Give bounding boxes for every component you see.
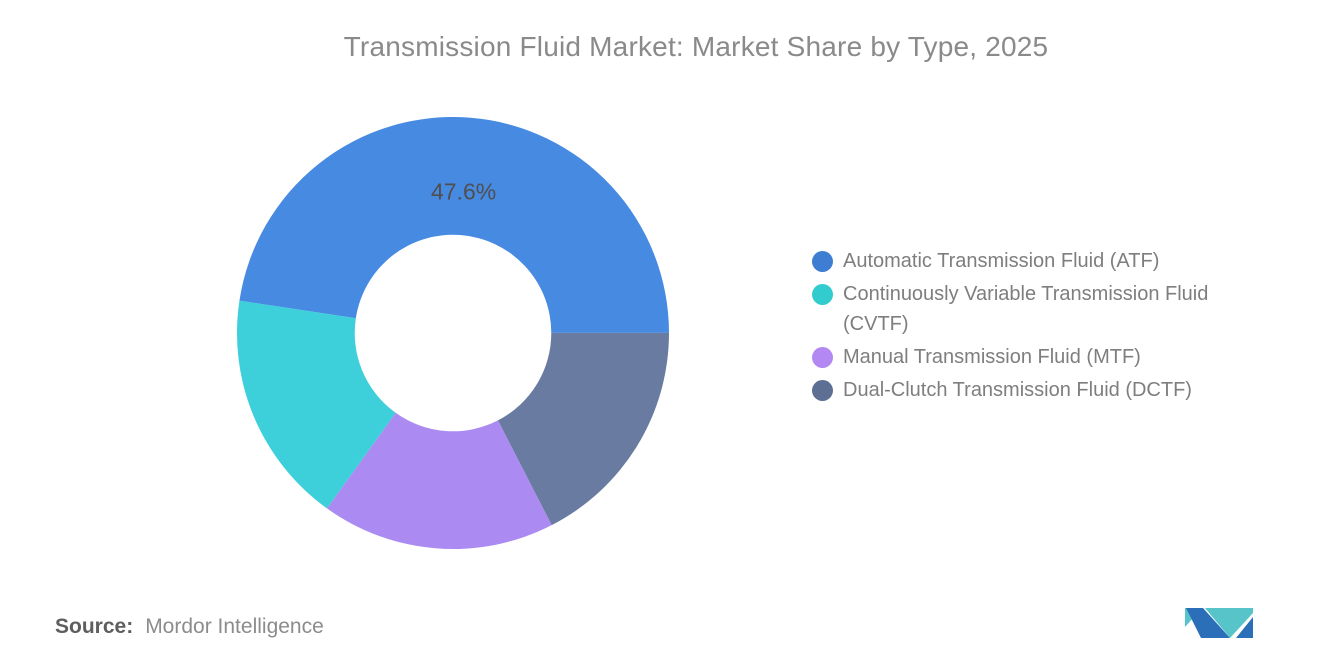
donut-slice-cvtf[interactable]: [237, 300, 396, 509]
source-label: Source:: [55, 615, 134, 638]
legend-item-dctf[interactable]: Dual-Clutch Transmission Fluid (DCTF): [812, 375, 1258, 405]
source-value: Mordor Intelligence: [145, 615, 324, 638]
donut-slice-atf[interactable]: [239, 117, 669, 333]
legend-swatch-dctf: [812, 380, 833, 401]
legend-label-mtf: Manual Transmission Fluid (MTF): [843, 346, 1141, 368]
legend-item-atf[interactable]: Automatic Transmission Fluid (ATF): [812, 246, 1258, 276]
legend: Automatic Transmission Fluid (ATF) Conti…: [812, 246, 1258, 408]
chart-title: Transmission Fluid Market: Market Share …: [343, 31, 1049, 62]
legend-swatch-atf: [812, 251, 833, 272]
legend-swatch-mtf: [812, 347, 833, 368]
mordor-intelligence-logo-icon: [1185, 608, 1253, 638]
donut-slice-mtf[interactable]: [326, 412, 552, 549]
legend-swatch-cvtf: [812, 284, 833, 305]
logo-teal-band: [1205, 608, 1253, 638]
slice-value-label-atf: 47.6%: [431, 179, 496, 205]
legend-label-atf: Automatic Transmission Fluid (ATF): [843, 250, 1160, 272]
donut-slice-dctf[interactable]: [497, 332, 669, 526]
logo-blue-triangle: [1236, 617, 1253, 638]
legend-label-cvtf: Continuously Variable Transmission Fluid…: [843, 283, 1209, 335]
source-row: Source: Mordor Intelligence: [55, 612, 324, 642]
legend-label-dctf: Dual-Clutch Transmission Fluid (DCTF): [843, 379, 1192, 401]
logo-blue-band: [1186, 608, 1230, 638]
legend-item-mtf[interactable]: Manual Transmission Fluid (MTF): [812, 342, 1258, 372]
donut-chart: 47.6%: [237, 117, 669, 549]
legend-item-cvtf[interactable]: Continuously Variable Transmission Fluid…: [812, 279, 1258, 339]
